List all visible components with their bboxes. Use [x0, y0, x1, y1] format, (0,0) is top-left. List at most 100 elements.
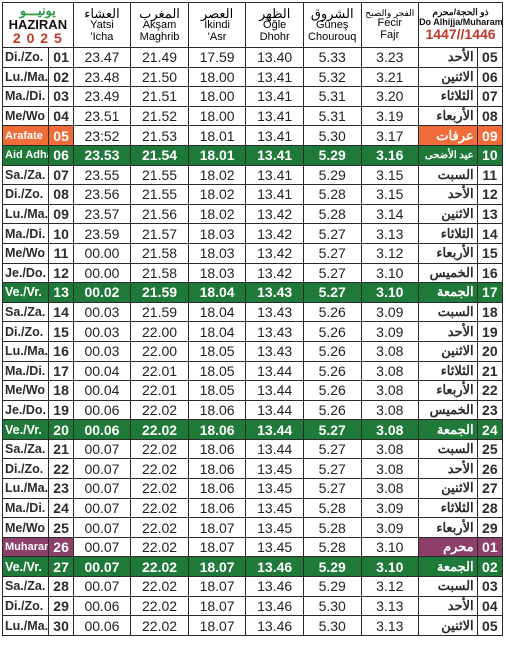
- chourouq-time: 5.29: [302, 144, 362, 166]
- fajr-time: 3.14: [360, 203, 420, 225]
- hijri-day: 04: [476, 595, 504, 617]
- gregorian-day: 13: [48, 282, 74, 303]
- chourouq-time: 5.28: [302, 497, 362, 519]
- fajr-time: 3.13: [360, 595, 420, 617]
- table-row: Ma./Di. 10 23.59 21.57 18.03 13.42 5.27 3.13 الث…: [1, 223, 504, 244]
- chourouq-time: 5.26: [302, 360, 362, 382]
- isha-time: 00.07: [72, 458, 132, 480]
- weekday-arabic: الخميس: [418, 262, 478, 284]
- weekday-label: Sa./Za.: [1, 576, 50, 597]
- gregorian-day: 11: [48, 242, 74, 264]
- hijri-day: 23: [476, 399, 504, 421]
- isha-time: 00.07: [72, 536, 132, 558]
- dhohr-time: 13.42: [245, 242, 304, 264]
- weekday-label: Lu./Ma.: [1, 66, 50, 88]
- asr-time: 18.07: [187, 576, 247, 597]
- weekday-arabic: الجمعة: [418, 556, 478, 578]
- isha-time: 00.04: [72, 360, 132, 382]
- table-row: Sa./Za. 07 23.55 21.55 18.02 13.41 5.29 3.15 الس…: [1, 164, 504, 186]
- dhohr-time: 13.43: [245, 301, 304, 323]
- hijri-day: 15: [476, 242, 504, 264]
- hijri-day: 19: [476, 321, 504, 342]
- weekday-arabic: الأحد: [418, 321, 478, 342]
- chourouq-time: 5.28: [302, 517, 362, 538]
- hijri-day: 11: [476, 164, 504, 186]
- maghrib-time: 21.52: [130, 105, 189, 127]
- isha-time: 00.03: [72, 321, 132, 342]
- hijri-day: 17: [476, 282, 504, 303]
- chourouq-time: 5.27: [302, 282, 362, 303]
- table-row: Ma./Di. 17 00.04 22.01 18.05 13.44 5.26 3.08 الث…: [1, 360, 504, 382]
- col-header-ar: المغرب: [139, 5, 180, 21]
- isha-time: 00.07: [72, 576, 132, 597]
- gregorian-day: 20: [48, 419, 74, 440]
- hijri-day: 14: [476, 223, 504, 244]
- weekday-arabic: السبت: [418, 164, 478, 186]
- asr-time: 18.06: [187, 438, 247, 460]
- table-row: Lu./Ma. 30 00.06 22.02 18.07 13.46 5.30 3.13 الا…: [1, 615, 504, 636]
- asr-time: 18.07: [187, 615, 247, 636]
- chourouq-time: 5.27: [302, 419, 362, 440]
- fajr-time: 3.08: [360, 419, 420, 440]
- isha-time: 00.07: [72, 556, 132, 578]
- weekday-label: Ma./Di.: [1, 86, 50, 107]
- maghrib-time: 22.02: [130, 517, 189, 538]
- maghrib-time: 22.02: [130, 595, 189, 617]
- asr-time: 18.00: [187, 66, 247, 88]
- col-header-isha: العشاء Yatsi 'Icha: [72, 2, 132, 48]
- weekday-label: Ve./Vr.: [1, 419, 50, 440]
- fajr-time: 3.08: [360, 438, 420, 460]
- asr-time: 18.00: [187, 86, 247, 107]
- maghrib-time: 22.01: [130, 380, 189, 401]
- gregorian-day: 01: [48, 47, 74, 68]
- isha-time: 23.48: [72, 66, 132, 88]
- maghrib-time: 21.58: [130, 262, 189, 284]
- weekday-label: Ma./Di.: [1, 497, 50, 519]
- weekday-label: Ma./Di.: [1, 223, 50, 244]
- dhohr-time: 13.40: [245, 47, 304, 68]
- table-row: Sa./Za. 21 00.07 22.02 18.06 13.44 5.27 3.08 الس…: [1, 438, 504, 460]
- weekday-arabic: الأربعاء: [418, 242, 478, 264]
- dhohr-time: 13.41: [245, 184, 304, 205]
- hijri-day: 05: [476, 615, 504, 636]
- fajr-time: 3.08: [360, 360, 420, 382]
- table-header-row: يونيـــو HAZIRAN 2 0 2 5 العشاء Yatsi 'I…: [2, 2, 503, 48]
- fajr-time: 3.08: [360, 458, 420, 480]
- weekday-label: Di./Zo.: [1, 321, 50, 342]
- prayer-times-table: يونيـــو HAZIRAN 2 0 2 5 العشاء Yatsi 'I…: [1, 2, 504, 636]
- weekday-arabic: السبت: [418, 438, 478, 460]
- chourouq-time: 5.26: [302, 340, 362, 362]
- weekday-arabic: الأحد: [418, 184, 478, 205]
- hijri-months-arabic: ذو الحجة/محرم: [432, 7, 489, 18]
- dhohr-time: 13.41: [245, 164, 304, 186]
- fajr-time: 3.13: [360, 615, 420, 636]
- table-row: Me/Wo 25 00.07 22.02 18.07 13.45 5.28 3.09 الأرب…: [1, 517, 504, 538]
- table-row: Di./Zo. 15 00.03 22.00 18.04 13.43 5.26 3.09 الأ…: [1, 321, 504, 342]
- hijri-day: 13: [476, 203, 504, 225]
- table-row: Aid Adha 06 23.53 21.54 18.01 13.41 5.29 3.16 عي…: [1, 144, 504, 166]
- gregorian-day: 24: [48, 497, 74, 519]
- table-row: Di./Zo. 01 23.47 21.49 17.59 13.40 5.33 3.23 الأ…: [1, 47, 504, 68]
- table-row: Me/Wo 04 23.51 21.52 18.00 13.41 5.31 3.19 الأرب…: [1, 105, 504, 127]
- chourouq-time: 5.26: [302, 380, 362, 401]
- asr-time: 18.05: [187, 360, 247, 382]
- asr-time: 18.06: [187, 458, 247, 480]
- month-header: يونيـــو HAZIRAN 2 0 2 5: [2, 2, 74, 48]
- fajr-time: 3.08: [360, 340, 420, 362]
- fajr-time: 3.20: [360, 86, 420, 107]
- weekday-arabic: الاثنين: [418, 615, 478, 636]
- asr-time: 18.04: [187, 301, 247, 323]
- hijri-day: 24: [476, 419, 504, 440]
- dhohr-time: 13.42: [245, 262, 304, 284]
- col-header-lat1: Güneş: [316, 19, 349, 32]
- chourouq-time: 5.29: [302, 576, 362, 597]
- hijri-day: 28: [476, 497, 504, 519]
- hijri-day: 05: [476, 47, 504, 68]
- isha-time: 00.06: [72, 399, 132, 421]
- dhohr-time: 13.41: [245, 66, 304, 88]
- weekday-label: Je./Do.: [1, 399, 50, 421]
- gregorian-day: 27: [48, 556, 74, 578]
- table-row: Me/Wo 18 00.04 22.01 18.05 13.44 5.26 3.08 الأرب…: [1, 380, 504, 401]
- weekday-arabic: الثلاثاء: [418, 223, 478, 244]
- fajr-time: 3.08: [360, 399, 420, 421]
